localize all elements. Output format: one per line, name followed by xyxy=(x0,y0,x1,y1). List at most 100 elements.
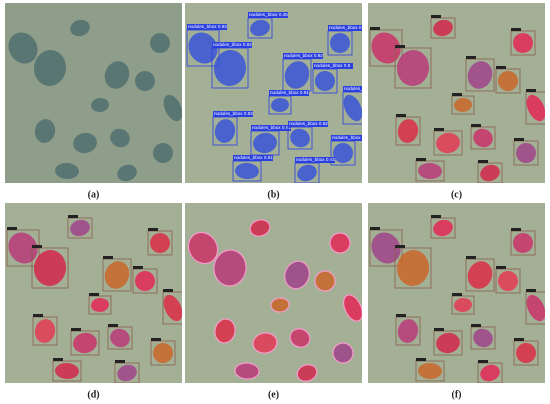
bounding-box xyxy=(394,47,432,89)
nodule xyxy=(516,143,536,163)
nodule xyxy=(150,33,170,53)
label-background xyxy=(213,111,253,117)
box-label: nodules_bbox 0.91 xyxy=(252,125,291,130)
nodule xyxy=(513,33,533,53)
nodule xyxy=(332,342,354,364)
nodule xyxy=(234,362,260,380)
label-background xyxy=(331,135,362,141)
nodule xyxy=(8,232,38,264)
label-tag xyxy=(148,228,158,231)
bounding-box xyxy=(465,58,495,92)
label-background xyxy=(269,90,309,96)
nodule xyxy=(270,297,290,313)
bounding-box xyxy=(88,295,112,315)
nodule xyxy=(330,33,350,53)
bounding-box xyxy=(510,230,536,256)
nodule xyxy=(371,32,401,64)
label-tag xyxy=(370,27,380,30)
nodule xyxy=(454,97,472,113)
nodule xyxy=(396,50,430,86)
nodule xyxy=(454,297,472,313)
box-label: nodules_bbox 0.9 xyxy=(314,63,351,68)
label-tag xyxy=(434,128,444,131)
label-tag xyxy=(478,360,488,363)
label-tag xyxy=(514,338,524,341)
label-tag xyxy=(496,66,506,69)
nodule xyxy=(433,219,453,237)
bounding-box xyxy=(52,360,82,382)
label-tag xyxy=(452,93,462,96)
label-tag xyxy=(133,266,143,269)
label-tag xyxy=(71,328,81,331)
nodule xyxy=(235,162,259,180)
label-tag xyxy=(395,45,405,48)
bounding-box xyxy=(465,258,495,292)
label-tag xyxy=(471,324,481,327)
nodule xyxy=(153,343,173,363)
nodule xyxy=(397,119,419,143)
label-background xyxy=(313,63,353,69)
label-tag xyxy=(496,266,506,269)
label-tag xyxy=(108,324,118,327)
nodule xyxy=(213,249,247,287)
label-tag xyxy=(478,160,488,163)
bounding-box xyxy=(477,162,503,183)
label-tag xyxy=(431,15,441,18)
nodule xyxy=(188,32,218,64)
nodule xyxy=(73,332,97,354)
label-tag xyxy=(434,328,444,331)
nodule xyxy=(290,128,310,148)
box-label: nodules_bbox 0.80 xyxy=(329,25,368,30)
box-label: nodules_bbox 0.95 xyxy=(344,86,383,91)
nodule xyxy=(498,271,518,291)
nodule xyxy=(284,61,310,89)
label-tag xyxy=(33,314,43,317)
bounding-box xyxy=(70,330,100,356)
label-tag xyxy=(396,314,406,317)
nodule xyxy=(110,128,130,148)
bounding-box xyxy=(433,130,463,156)
bounding-box xyxy=(31,247,69,289)
nodule xyxy=(396,250,430,286)
label-tag xyxy=(471,124,481,127)
panel-background xyxy=(5,3,182,183)
box-label: nodules_bbox 0.90 xyxy=(332,135,371,140)
bounding-box xyxy=(430,217,456,239)
label-tag xyxy=(466,256,476,259)
label-tag xyxy=(68,215,78,218)
bounding-box xyxy=(495,268,521,294)
nodule xyxy=(8,32,38,64)
nodule xyxy=(117,164,137,182)
nodule xyxy=(480,364,500,382)
label-tag xyxy=(514,138,524,141)
nodule xyxy=(467,261,493,289)
nodule xyxy=(480,164,500,182)
nodule xyxy=(418,162,442,180)
nodule xyxy=(516,343,536,363)
nodule xyxy=(163,294,182,322)
bounding-box xyxy=(451,95,475,115)
label-background xyxy=(187,24,227,30)
panel-caption: (b) xyxy=(267,189,279,200)
label-tag xyxy=(396,114,406,117)
bounding-box xyxy=(147,230,173,256)
nodule xyxy=(135,271,155,291)
nodule xyxy=(117,364,137,382)
nodule xyxy=(55,162,79,180)
bounding-box xyxy=(102,258,132,292)
nodule xyxy=(250,19,270,37)
nodule xyxy=(33,50,67,86)
nodule xyxy=(187,231,219,265)
nodule xyxy=(333,143,353,163)
box-label: nodules_bbox 0.93 xyxy=(214,111,253,116)
nodule xyxy=(418,362,442,380)
bounding-box xyxy=(150,340,176,366)
bounding-box xyxy=(470,326,496,350)
bounding-box xyxy=(32,316,58,346)
panel-caption: (a) xyxy=(88,189,100,200)
label-tag xyxy=(431,215,441,218)
label-tag xyxy=(163,289,173,292)
nodule xyxy=(397,319,419,343)
nodule xyxy=(473,328,493,348)
